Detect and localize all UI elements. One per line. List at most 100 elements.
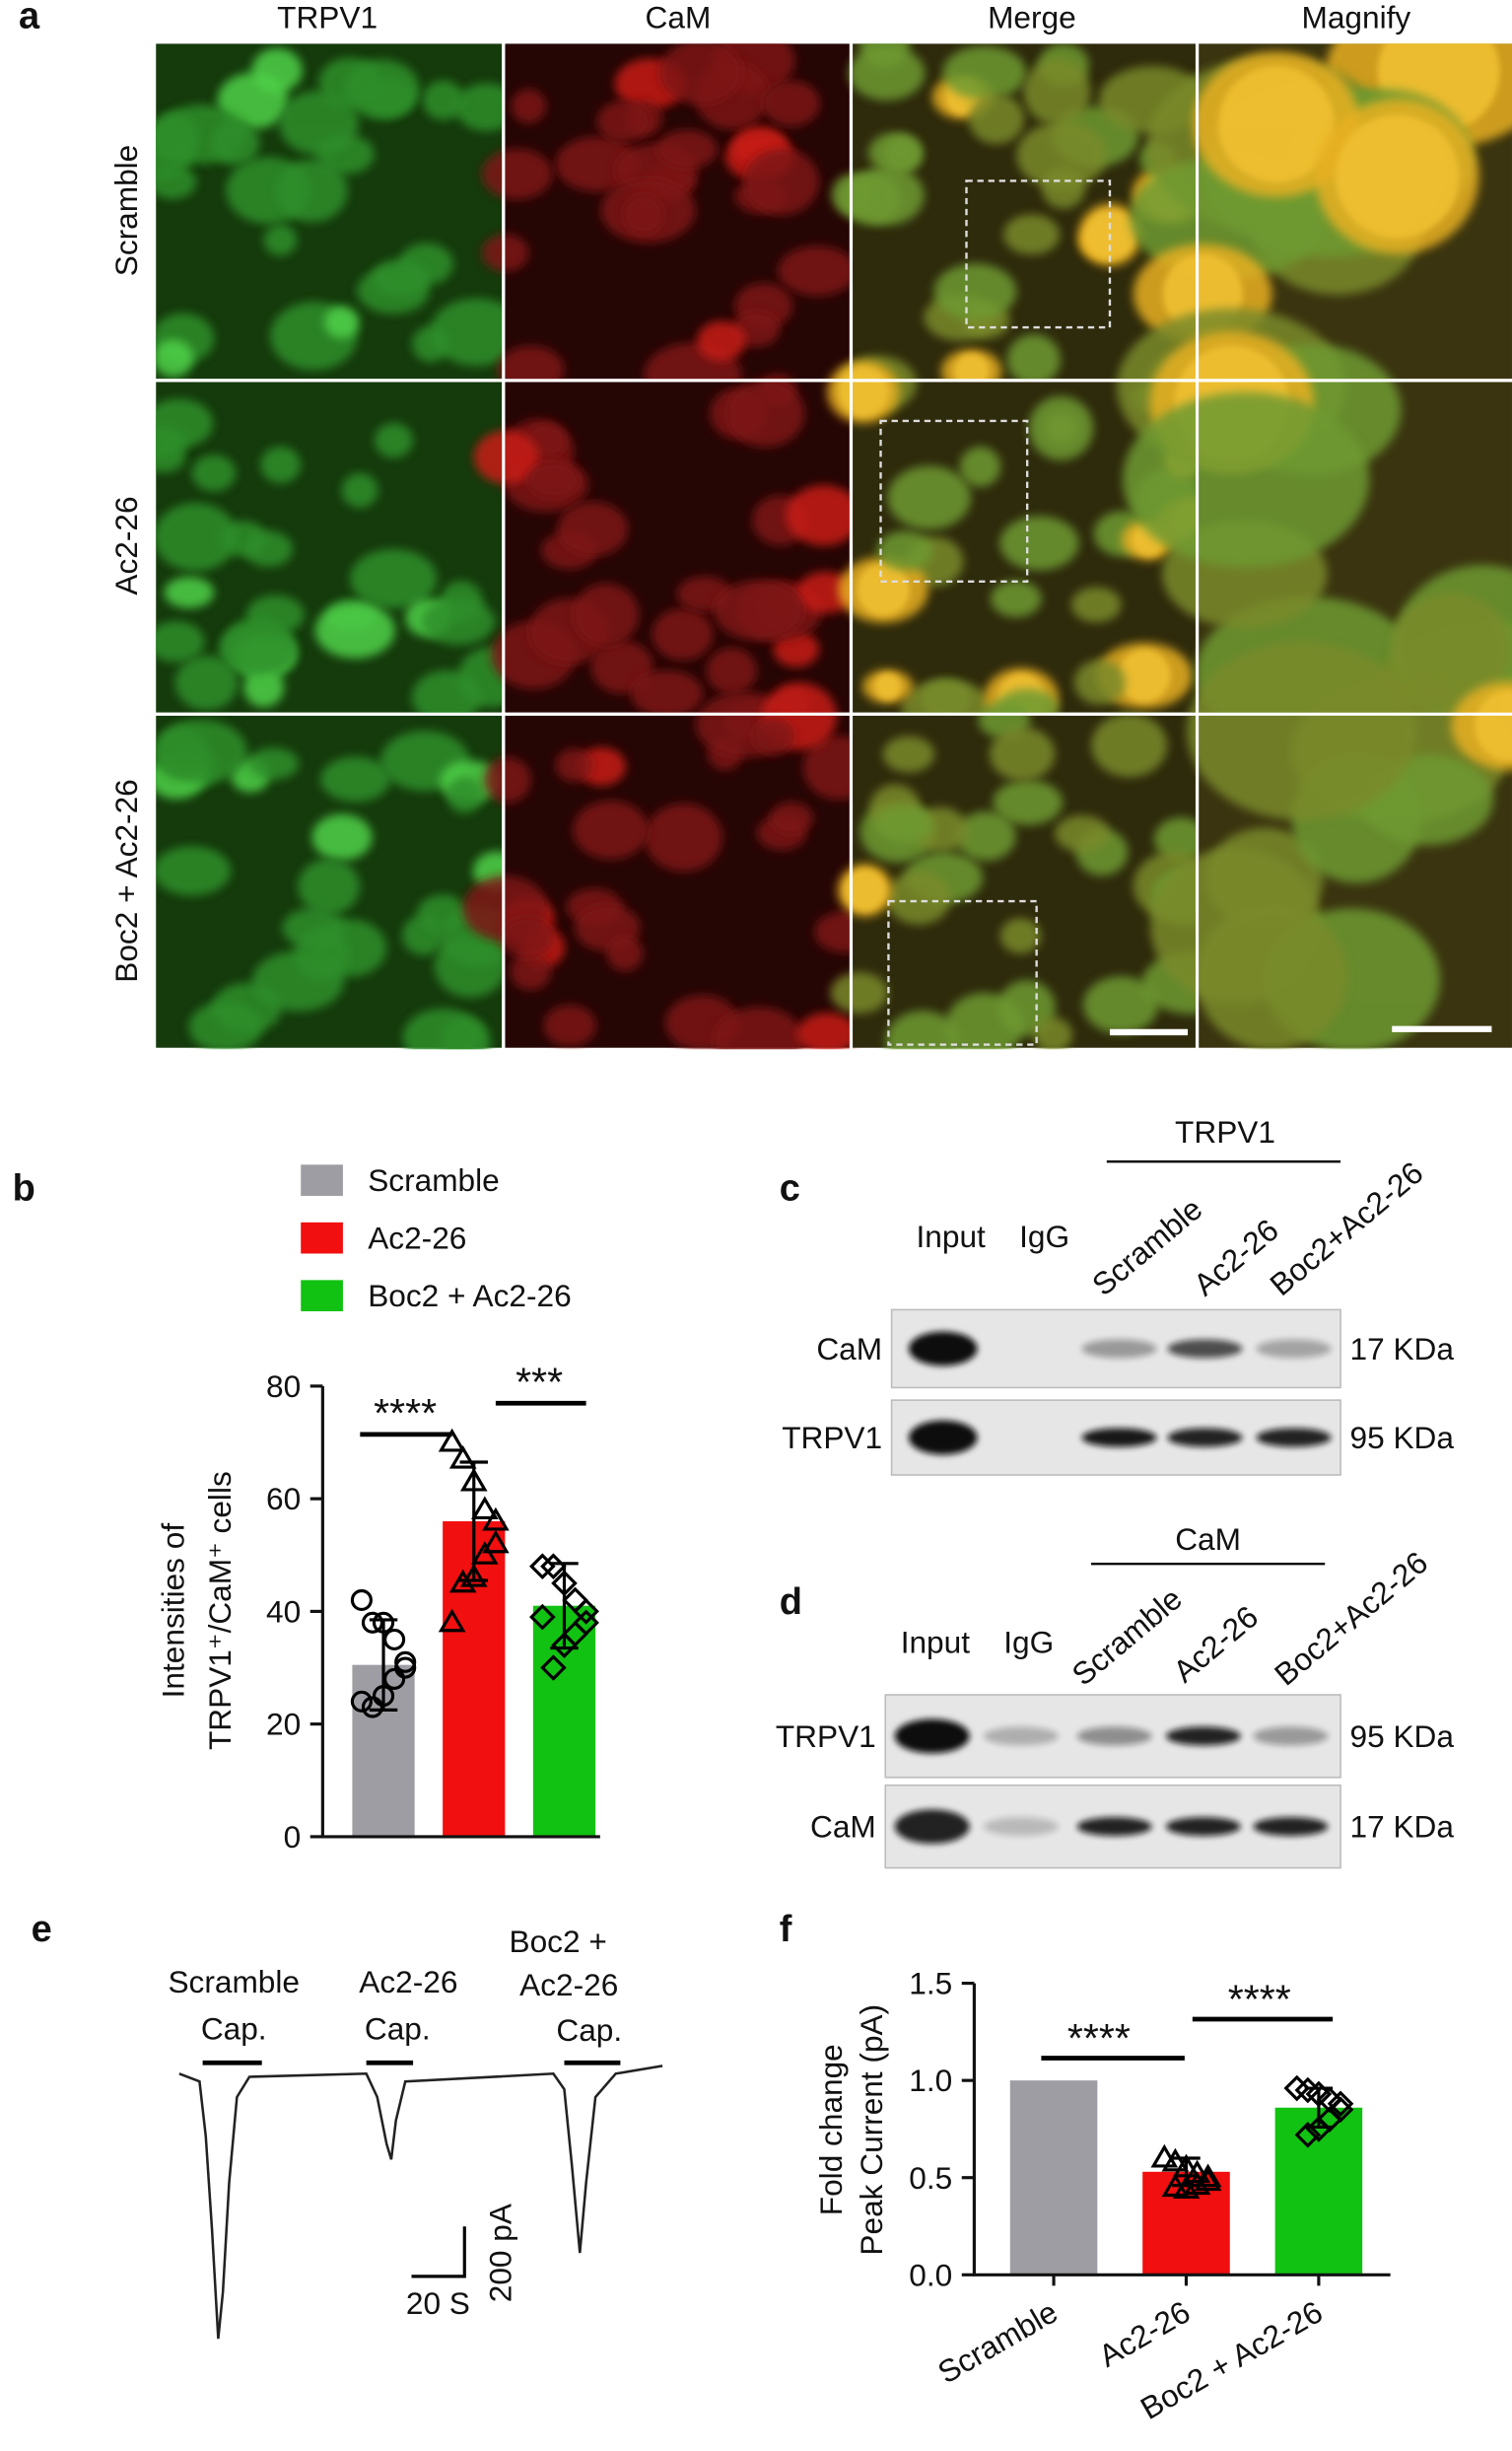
cell <box>156 621 205 663</box>
nucleus <box>1118 649 1171 703</box>
band <box>1256 1339 1332 1359</box>
cell <box>852 166 925 226</box>
legend-label: Scramble <box>368 1162 500 1198</box>
cell <box>473 430 539 484</box>
band <box>1253 1726 1329 1746</box>
scale-y-label: 200 pA <box>483 2203 518 2302</box>
cell <box>447 776 484 813</box>
cell <box>706 647 757 694</box>
cell <box>543 1005 596 1047</box>
data-point <box>1327 2090 1354 2118</box>
blot-size-label: 95 KDa <box>1350 1420 1455 1455</box>
cell <box>251 47 303 93</box>
data-point <box>394 1656 417 1679</box>
data-point <box>471 1541 499 1565</box>
cell <box>713 580 804 641</box>
data-point <box>573 1598 599 1625</box>
cell <box>955 810 1016 862</box>
cell <box>247 747 300 780</box>
cell <box>725 380 805 448</box>
cell <box>242 666 285 708</box>
legend-label: Ac2-26 <box>368 1221 466 1256</box>
legend-swatch <box>301 1222 343 1254</box>
panel-label: e <box>32 1909 52 1950</box>
cell <box>644 804 722 872</box>
cell <box>831 174 874 216</box>
cell <box>573 801 649 860</box>
y-tick-label: 40 <box>266 1593 301 1629</box>
cell <box>1187 641 1417 820</box>
cell <box>500 916 554 959</box>
cell <box>968 94 1025 144</box>
y-tick-label: 0 <box>284 1819 302 1855</box>
cell <box>557 502 629 557</box>
band <box>1256 1428 1332 1447</box>
data-point <box>459 1467 488 1492</box>
band <box>1165 1817 1241 1837</box>
cell <box>830 972 888 1014</box>
cell <box>1042 168 1086 209</box>
trace-label: Ac2-26 <box>519 1967 618 2002</box>
bar <box>1009 2080 1098 2276</box>
column-header: CaM <box>646 0 712 35</box>
cells <box>156 720 520 1050</box>
significance-label: **** <box>374 1390 437 1436</box>
cell <box>989 727 1056 781</box>
nucleus <box>1217 65 1336 183</box>
cell <box>606 935 644 971</box>
cell <box>796 1013 858 1050</box>
lane-label: Input <box>917 1219 987 1254</box>
trace-label: Cap. <box>365 2011 431 2047</box>
cell <box>999 516 1079 571</box>
cell <box>251 950 345 1012</box>
cells <box>831 43 1207 394</box>
band <box>1081 1428 1157 1447</box>
data-point <box>459 1563 488 1587</box>
data-point <box>1183 2171 1211 2196</box>
cell <box>778 245 858 297</box>
cell <box>630 669 704 718</box>
y-tick-label: 0.0 <box>909 2257 952 2292</box>
y-axis-label: Peak Current (pA) <box>854 2004 889 2256</box>
cell <box>786 485 861 546</box>
cell <box>411 669 482 725</box>
significance-label: **** <box>1228 1977 1291 2022</box>
blot-size-label: 17 KDa <box>1350 1331 1455 1366</box>
data-point <box>471 1496 499 1520</box>
blot-size-label: 95 KDa <box>1350 1718 1455 1754</box>
cell <box>156 339 194 378</box>
trace-label: Cap. <box>556 2012 622 2048</box>
cell <box>697 320 746 361</box>
band <box>983 1817 1059 1837</box>
cell <box>1016 121 1107 189</box>
zoom-box <box>965 179 1112 329</box>
blot-size-label: 17 KDa <box>1350 1809 1455 1845</box>
cell <box>991 580 1042 618</box>
cell <box>174 655 239 711</box>
cell <box>1073 660 1127 705</box>
data-point <box>551 1632 578 1658</box>
data-point <box>350 1588 373 1612</box>
current-trace <box>178 2065 663 2340</box>
cell <box>278 90 359 156</box>
band <box>894 1718 970 1754</box>
nucleus <box>838 367 889 418</box>
cell <box>1153 816 1208 863</box>
cell <box>933 263 1017 320</box>
cell <box>156 503 238 572</box>
cell <box>276 159 348 223</box>
cell <box>876 530 933 571</box>
cell <box>1003 214 1061 255</box>
cell <box>156 112 200 163</box>
data-point <box>1150 2143 1179 2168</box>
axes <box>972 1983 1391 2276</box>
band <box>908 1420 978 1455</box>
row-label: Scramble <box>108 145 144 277</box>
cell <box>412 325 449 363</box>
data-point <box>1161 2147 1190 2172</box>
data-point <box>372 1611 395 1634</box>
y-axis-label: Intensities of <box>156 1523 191 1699</box>
cell <box>156 398 214 449</box>
